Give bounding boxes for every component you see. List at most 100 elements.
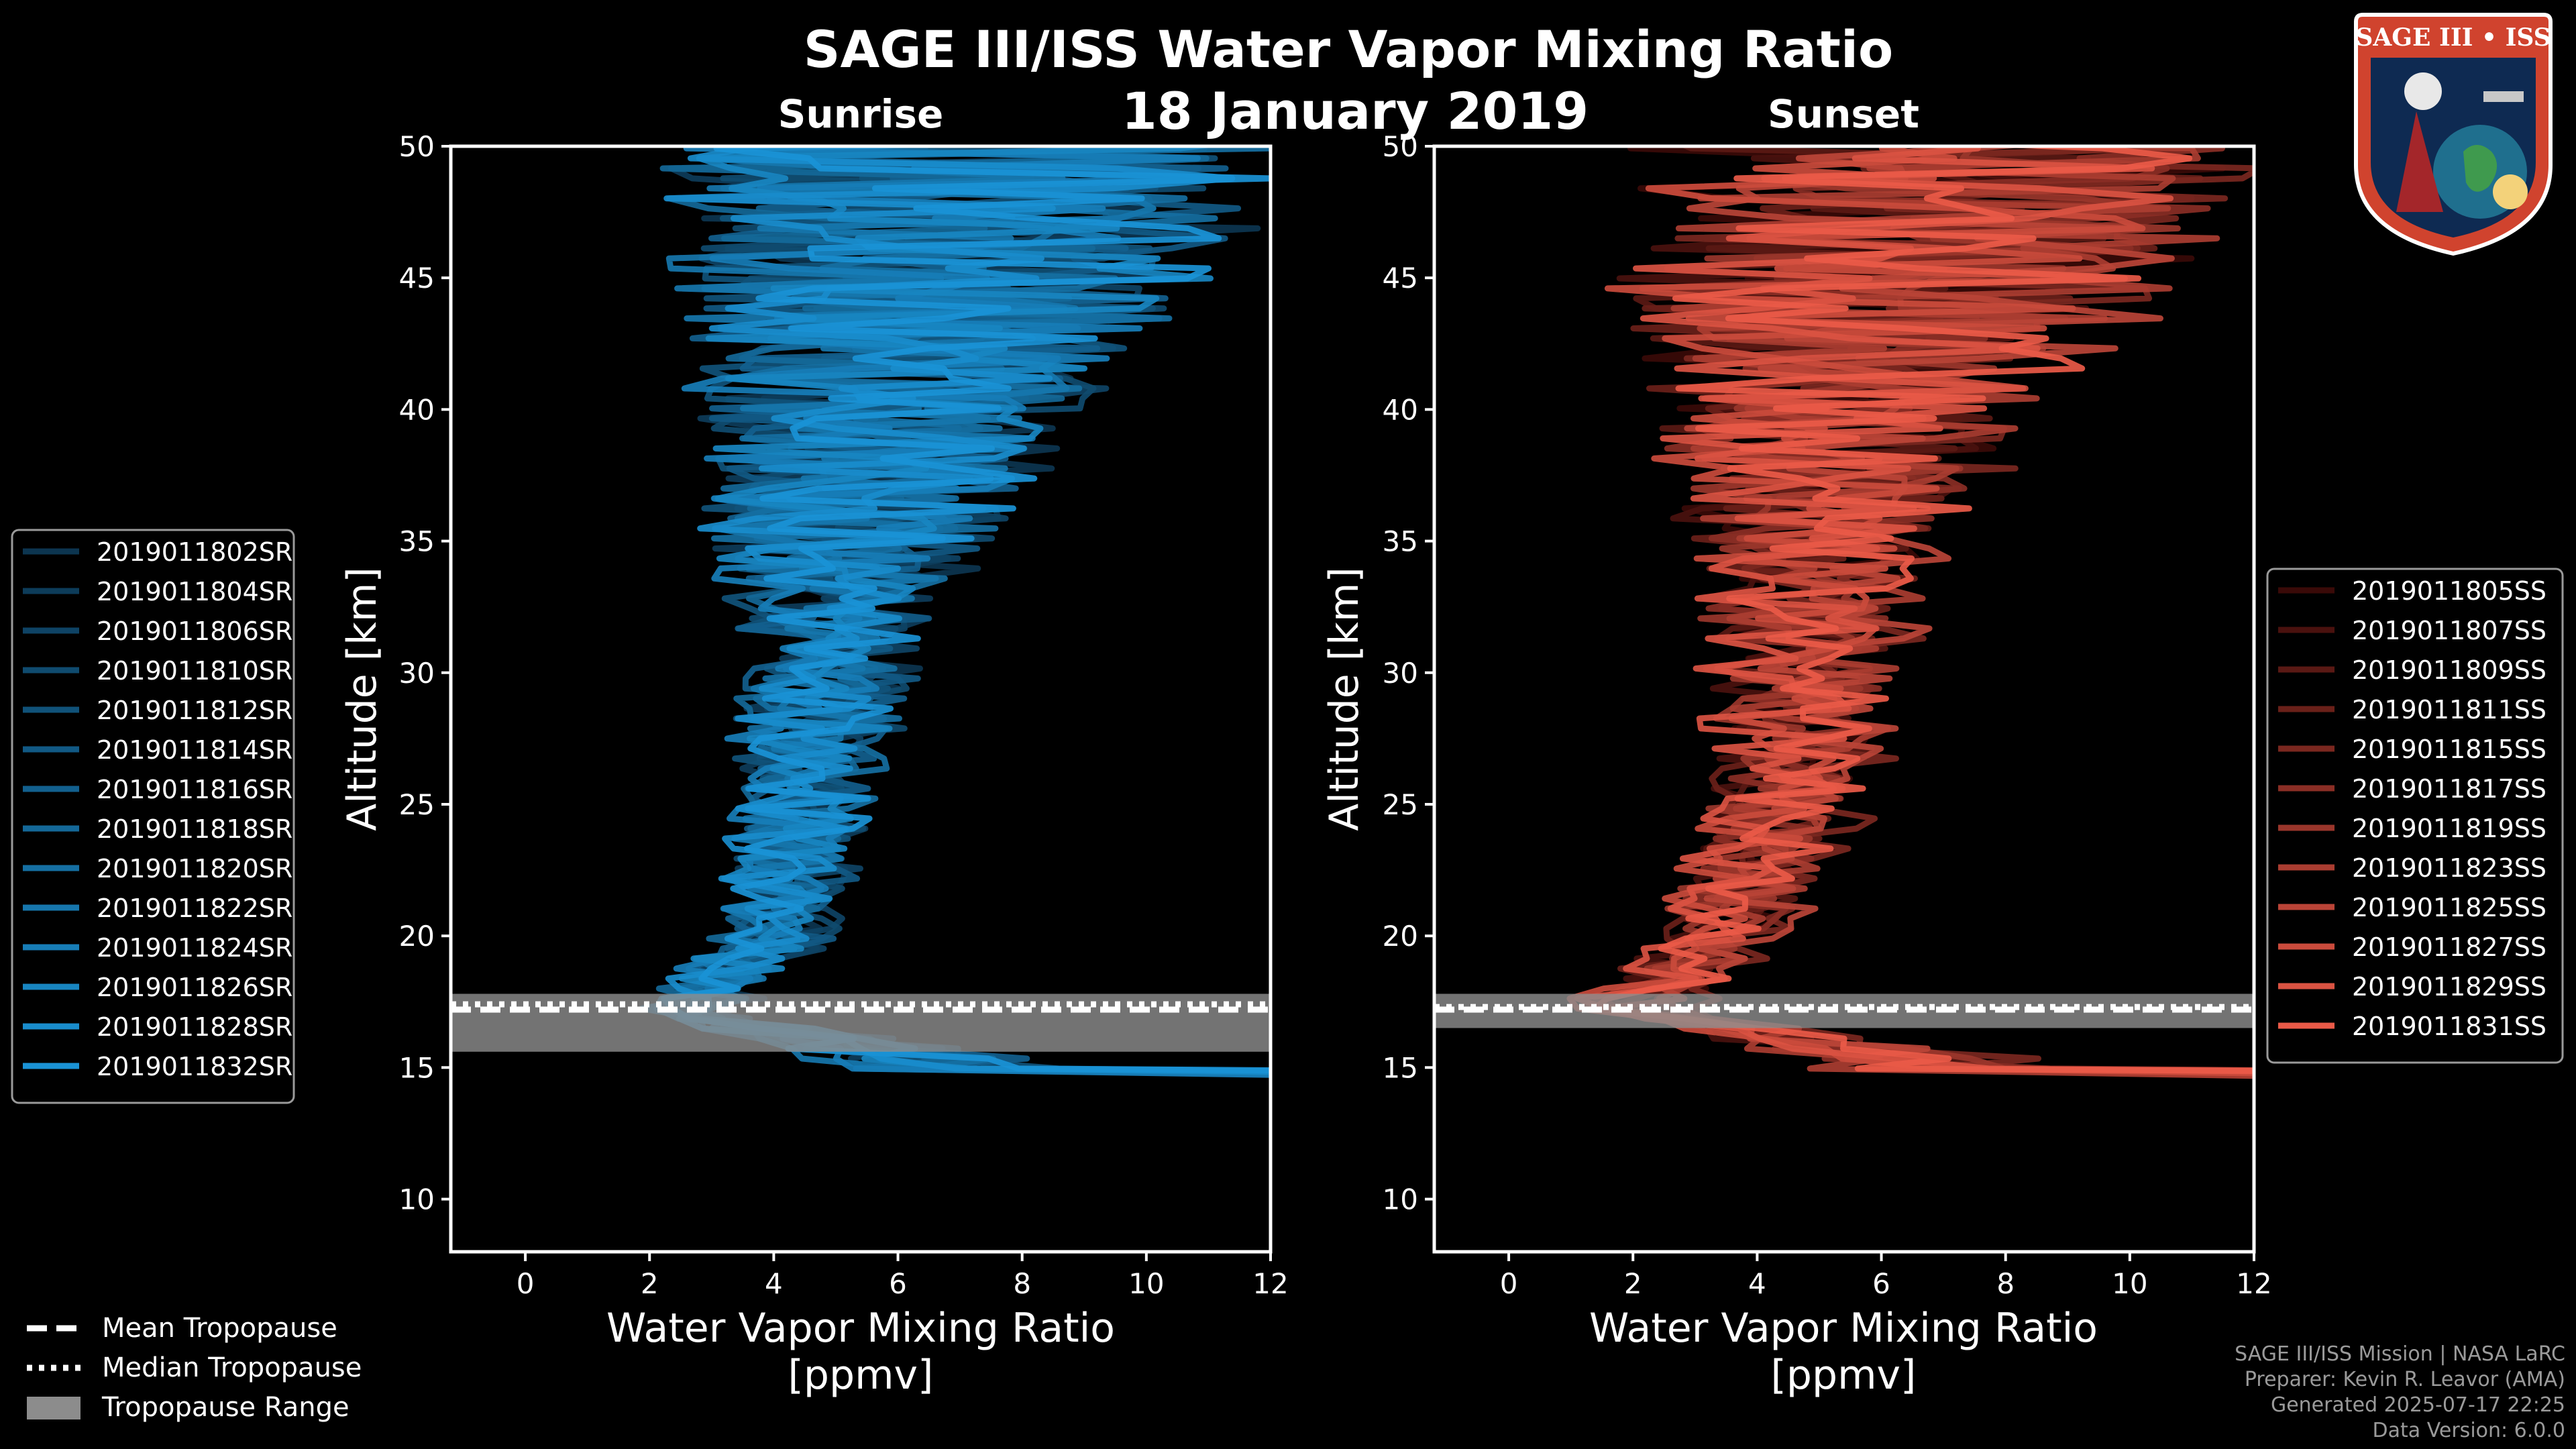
- sunrise-panel: 0 2 4 6 8 10 12 10 15 20 25 30 35 40 45 50 Altitude [km…: [339, 130, 1289, 1399]
- figure-date: 18 January 2019: [1122, 81, 1589, 141]
- tropopause-legend: Mean Tropopause Median Tropopause Tropop…: [27, 1313, 362, 1423]
- footer-mission: SAGE III/ISS Mission | NASA LaRC: [2235, 1342, 2565, 1366]
- legend-label-2019011817SS: 2019011817SS: [2352, 774, 2546, 804]
- sage-mission-badge: SAGE III • ISS: [2354, 13, 2553, 256]
- sunset-axes: 0 2 4 6 8 10 12 10 15 20 25 30 35 40 45 50: [1383, 130, 2272, 1300]
- legend-label-2019011828SR: 2019011828SR: [97, 1012, 292, 1042]
- sunrise-ytick-label: 50: [399, 130, 435, 163]
- legend-label-2019011815SS: 2019011815SS: [2352, 735, 2546, 764]
- legend-label-2019011820SR: 2019011820SR: [97, 854, 292, 883]
- sunset-legend: 2019011805SS 2019011807SS 2019011809SS 2019…: [2266, 568, 2564, 1064]
- sunrise-series-group: [639, 146, 1271, 1078]
- sunset-ytick-label: 10: [1383, 1183, 1418, 1216]
- sunrise-axes: 0 2 4 6 8 10 12 10 15 20 25 30 35 40 45 50: [399, 130, 1289, 1300]
- sunset-ytick-label: 25: [1383, 788, 1418, 821]
- sunrise-xtick-label: 0: [517, 1267, 535, 1300]
- sunset-ytick-label: 40: [1383, 393, 1418, 426]
- legend-label-2019011811SS: 2019011811SS: [2352, 695, 2546, 724]
- sunrise-xtick-label: 10: [1128, 1267, 1164, 1300]
- legend-label-2019011802SR: 2019011802SR: [97, 537, 292, 567]
- sunset-ytick-label: 30: [1383, 657, 1418, 690]
- legend-label-2019011826SR: 2019011826SR: [97, 973, 292, 1002]
- legend-label-2019011804SR: 2019011804SR: [97, 577, 292, 606]
- sunrise-tropopause-group: [451, 994, 1271, 1052]
- sunset-ytick-label: 20: [1383, 920, 1418, 953]
- legend-label-2019011832SR: 2019011832SR: [97, 1052, 292, 1081]
- sunrise-ytick-label: 40: [399, 393, 435, 426]
- sunrise-xtick-label: 8: [1013, 1267, 1031, 1300]
- sunrise-ytick-label: 15: [399, 1051, 435, 1084]
- sunset-xtick-label: 10: [2112, 1267, 2147, 1300]
- legend-label-2019011818SR: 2019011818SR: [97, 814, 292, 844]
- sunset-xtick-label: 12: [2236, 1267, 2271, 1300]
- sunset-ytick-label: 50: [1383, 130, 1418, 163]
- sunrise-xtick-label: 4: [765, 1267, 783, 1300]
- badge-title: SAGE III • ISS: [2355, 23, 2551, 52]
- badge-station-icon: [2483, 91, 2524, 102]
- legend-label-2019011825SS: 2019011825SS: [2352, 893, 2546, 922]
- sunset-panel: 0 2 4 6 8 10 12 10 15 20 25 30 35 40 45 50 Altitude [km…: [1321, 130, 2272, 1399]
- footer-preparer: Preparer: Kevin R. Leavor (AMA): [2244, 1368, 2565, 1391]
- legend-label-2019011809SS: 2019011809SS: [2352, 655, 2546, 685]
- sunset-xlabel-line2: [ppmv]: [1771, 1352, 1917, 1399]
- footer-credits: SAGE III/ISS Mission | NASA LaRC Prepare…: [2235, 1342, 2565, 1444]
- sunset-tropopause-group: [1434, 994, 2254, 1028]
- sunrise-xtick-label: 6: [889, 1267, 907, 1300]
- legend-label-2019011829SS: 2019011829SS: [2352, 972, 2546, 1002]
- sunset-subtitle: Sunset: [1768, 91, 1919, 137]
- sunrise-xtick-label: 2: [641, 1267, 659, 1300]
- sunset-ytick-label: 35: [1383, 525, 1418, 558]
- legend-label-2019011807SS: 2019011807SS: [2352, 616, 2546, 645]
- legend-label-2019011805SS: 2019011805SS: [2352, 576, 2546, 606]
- sunrise-ytick-label: 45: [399, 262, 435, 294]
- sunrise-xlabel-line2: [ppmv]: [788, 1352, 934, 1399]
- median-tropopause-label: Median Tropopause: [102, 1352, 362, 1383]
- tropopause-range-label: Tropopause Range: [101, 1392, 350, 1423]
- sunrise-xlabel-line1: Water Vapor Mixing Ratio: [606, 1305, 1115, 1352]
- sunset-ytick-label: 45: [1383, 262, 1418, 294]
- footer-generated: Generated 2025-07-17 22:25: [2270, 1393, 2565, 1417]
- sunrise-legend: 2019011802SR 2019011804SR 2019011806SR 2019…: [11, 529, 295, 1104]
- series-line-2019011829SS: [1574, 146, 2254, 1075]
- sunset-plot-frame: [1432, 144, 2256, 1254]
- sunrise-plot-frame: [449, 144, 1273, 1254]
- legend-label-2019011810SR: 2019011810SR: [97, 656, 292, 686]
- legend-label-2019011814SR: 2019011814SR: [97, 735, 292, 765]
- legend-label-2019011823SS: 2019011823SS: [2352, 853, 2546, 883]
- sunset-xtick-label: 0: [1500, 1267, 1518, 1300]
- badge-continent-icon: [2463, 145, 2498, 192]
- sunset-xlabel-line1: Water Vapor Mixing Ratio: [1589, 1305, 2098, 1352]
- sunrise-ytick-label: 20: [399, 920, 435, 953]
- figure-title: SAGE III/ISS Water Vapor Mixing Ratio: [804, 19, 1894, 79]
- sunset-ylabel: Altitude [km]: [1321, 567, 1368, 831]
- sunrise-xtick-label: 12: [1252, 1267, 1288, 1300]
- mean-tropopause-label: Mean Tropopause: [102, 1313, 337, 1344]
- legend-label-2019011822SR: 2019011822SR: [97, 894, 292, 923]
- sunset-legend-frame: [2266, 568, 2564, 1064]
- sunrise-ytick-label: 30: [399, 657, 435, 690]
- badge-moon-icon: [2404, 72, 2442, 110]
- legend-label-2019011831SS: 2019011831SS: [2352, 1012, 2546, 1041]
- tropopause-range-swatch: [27, 1397, 80, 1419]
- sunrise-ytick-label: 10: [399, 1183, 435, 1216]
- footer-version: Data Version: 6.0.0: [2372, 1419, 2565, 1442]
- series-line-2019011828SR: [663, 146, 1271, 1075]
- sunset-xtick-label: 2: [1624, 1267, 1642, 1300]
- sunrise-ylabel: Altitude [km]: [339, 567, 386, 831]
- legend-label-2019011806SR: 2019011806SR: [97, 616, 292, 646]
- sunrise-legend-frame: [11, 529, 295, 1104]
- sunrise-ytick-label: 25: [399, 788, 435, 821]
- badge-sun-icon: [2493, 174, 2528, 209]
- legend-label-2019011816SR: 2019011816SR: [97, 775, 292, 804]
- sunset-series-group: [1566, 146, 2254, 1079]
- legend-label-2019011824SR: 2019011824SR: [97, 933, 292, 963]
- legend-label-2019011812SR: 2019011812SR: [97, 696, 292, 725]
- sunrise-ytick-label: 35: [399, 525, 435, 558]
- badge-figure-icon: [2396, 111, 2443, 212]
- sunset-ytick-label: 15: [1383, 1051, 1418, 1084]
- series-line-2019011831SS: [1591, 146, 2254, 1074]
- series-line-2019011832SR: [661, 146, 1271, 1073]
- legend-label-2019011827SS: 2019011827SS: [2352, 932, 2546, 962]
- legend-label-2019011819SS: 2019011819SS: [2352, 814, 2546, 843]
